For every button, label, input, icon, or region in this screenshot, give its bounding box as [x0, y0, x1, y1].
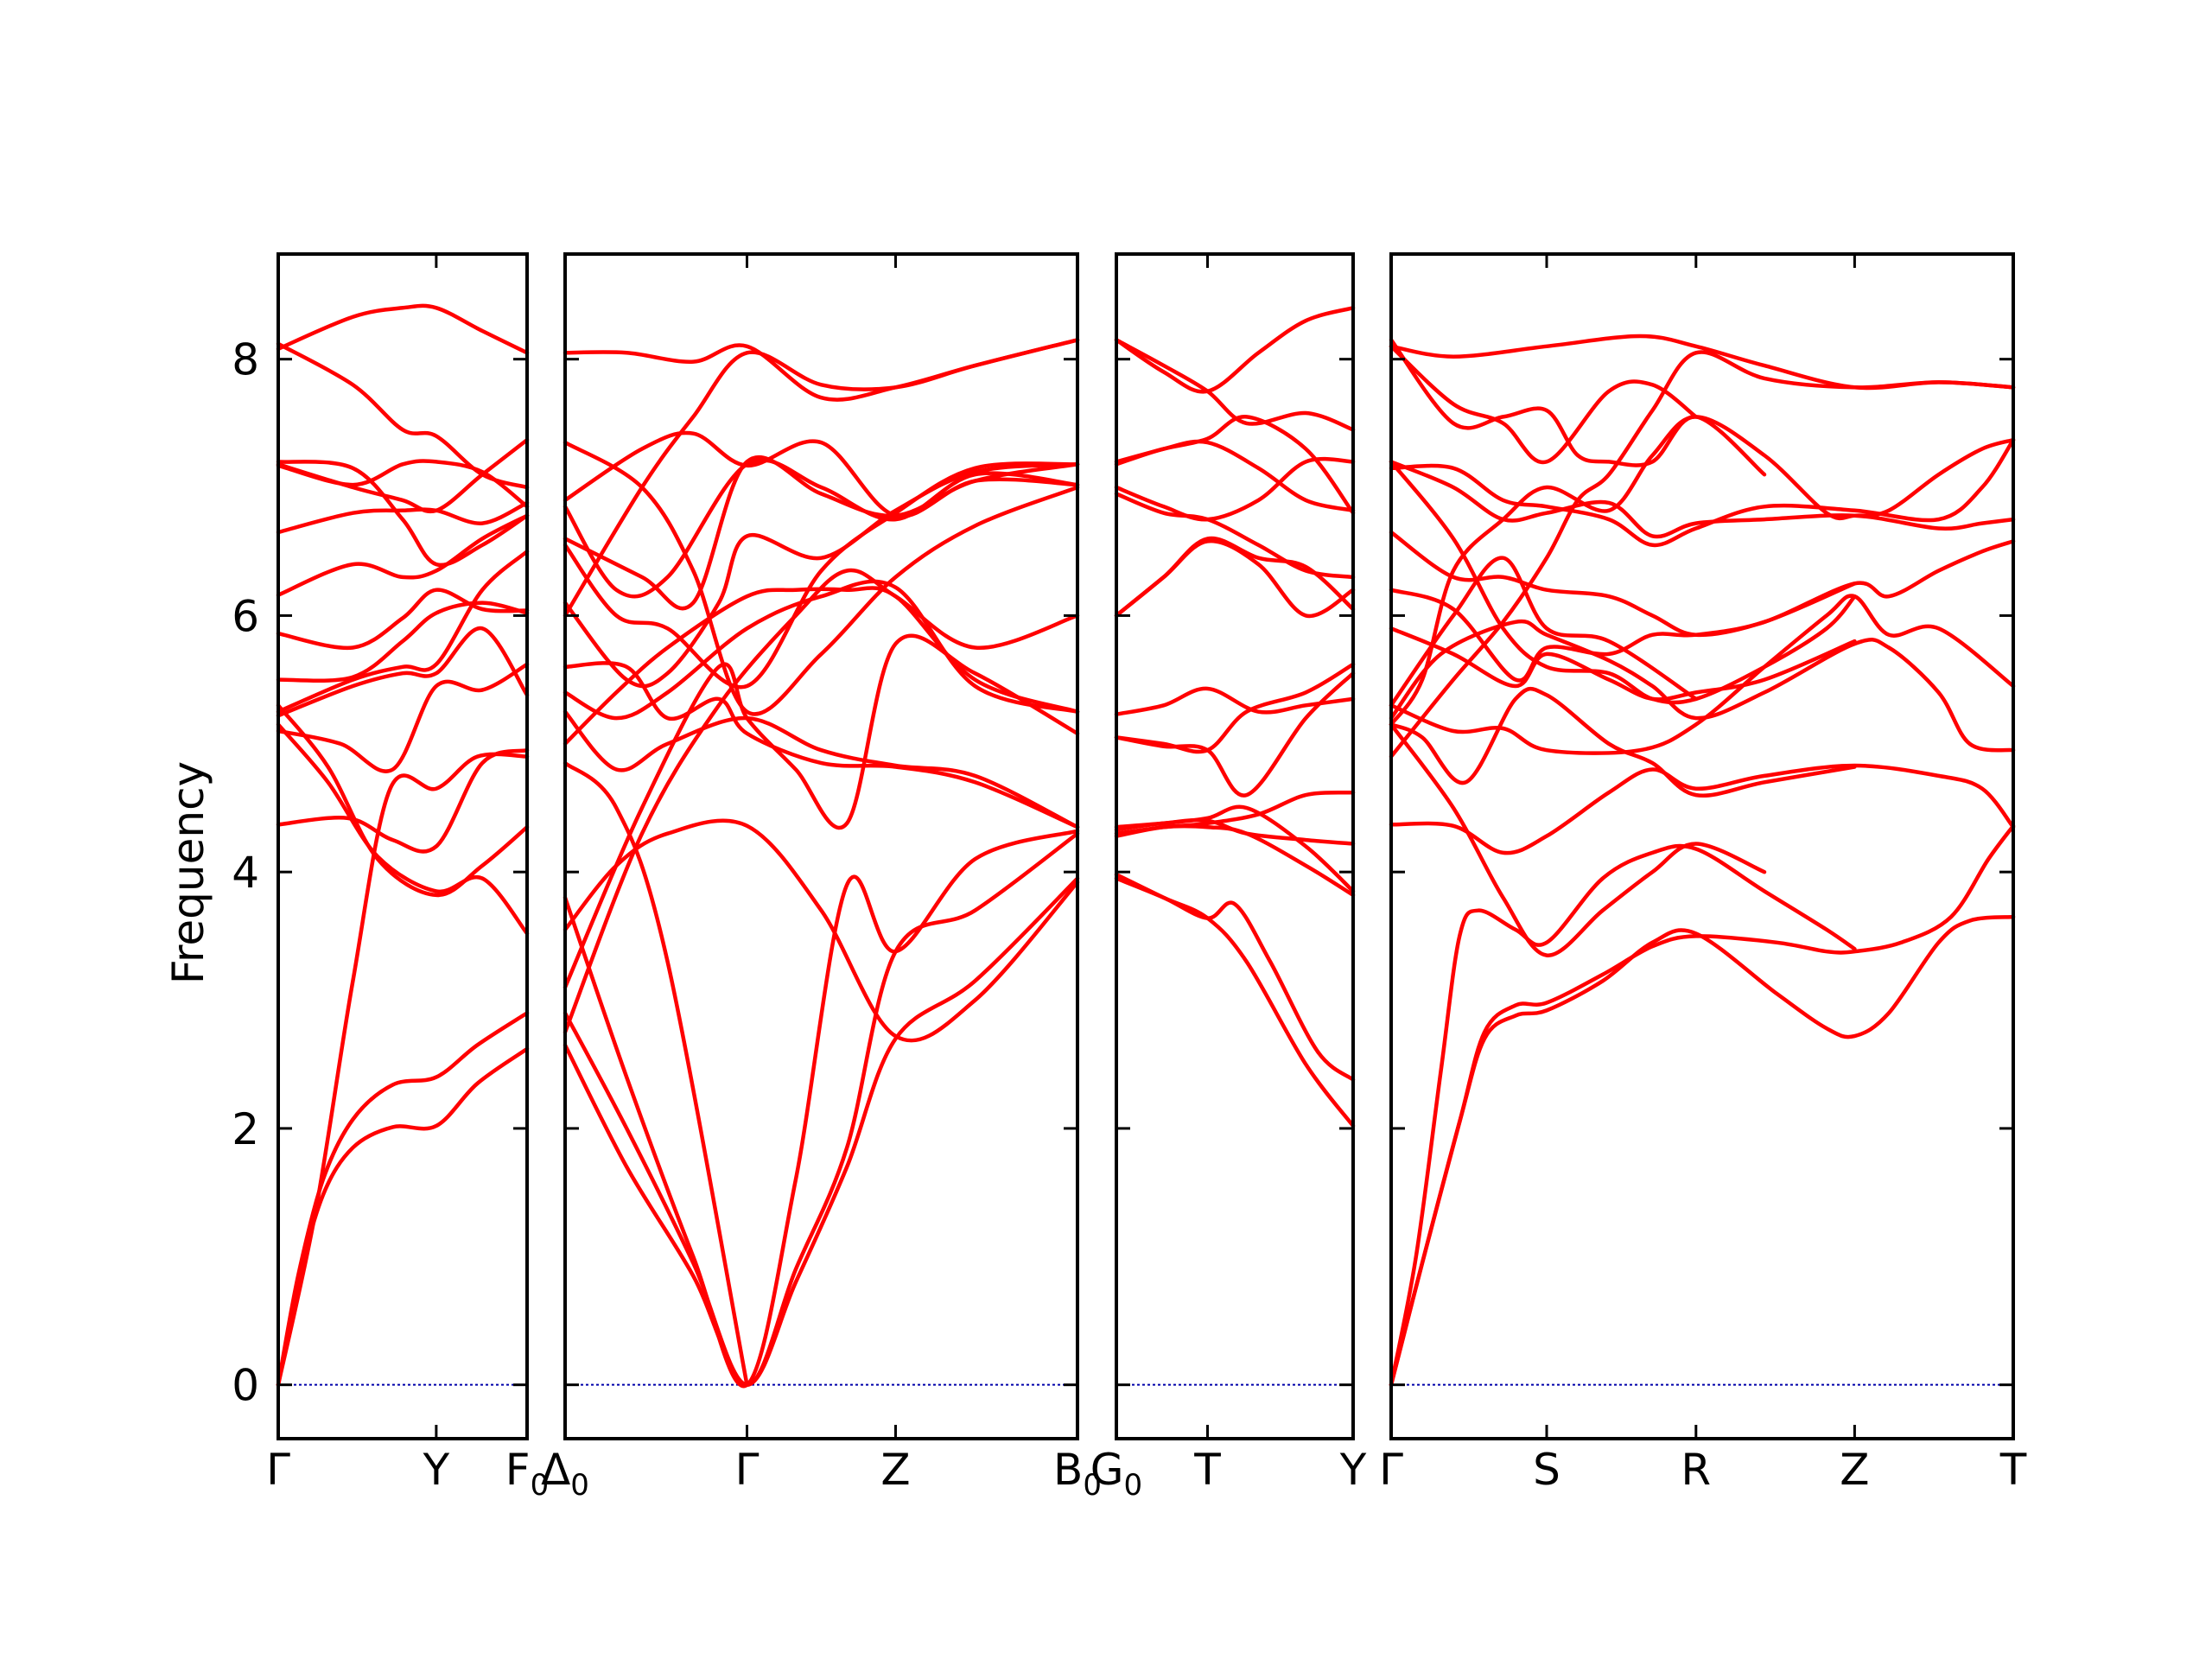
band-line [276, 513, 530, 597]
band-line [276, 303, 530, 355]
x-tick-label: T [1193, 1445, 1221, 1495]
band-line [563, 586, 1080, 747]
panel-3: G0 T Y [1090, 252, 1367, 1503]
band-line [276, 703, 530, 898]
band-line [1114, 872, 1356, 1128]
x-tick-label: Y [1339, 1445, 1367, 1495]
panel-1: Γ Y F0 0 2 4 6 8 [232, 252, 549, 1503]
band-line [563, 831, 1080, 1387]
band-line [563, 440, 1080, 716]
band-line [563, 829, 1080, 1389]
band-line [1114, 671, 1356, 798]
y-tick-label: 2 [232, 1104, 259, 1154]
band-line [1389, 460, 2016, 539]
band-line [276, 626, 530, 718]
band-line [276, 662, 530, 773]
panel-frame [276, 252, 529, 1440]
band-line [1389, 619, 2016, 753]
band-line [276, 1011, 530, 1387]
band-line [1114, 662, 1356, 754]
band-line [1389, 334, 2016, 391]
band-line [563, 818, 1080, 1043]
x-tick-label: Γ [735, 1445, 760, 1495]
band-line [1114, 538, 1356, 619]
y-tick-label: 6 [232, 591, 259, 641]
y-axis-label: Frequency [163, 761, 213, 984]
band-line [1389, 722, 1767, 957]
band-line [1389, 594, 2016, 755]
band-line [276, 549, 530, 714]
x-tick-label: Z [1840, 1445, 1869, 1495]
band-line [1389, 539, 2016, 683]
band-line [1389, 626, 1857, 702]
band-line [276, 588, 530, 651]
band-line [1114, 876, 1356, 1082]
band-line [1114, 823, 1356, 898]
band-line [276, 752, 530, 1387]
band-line [276, 500, 530, 535]
band-line [563, 633, 1080, 989]
band-line [563, 338, 1080, 402]
band-line [563, 568, 1080, 1034]
band-line [563, 458, 1080, 599]
band-line [563, 579, 1080, 721]
band-line [1389, 460, 1857, 705]
x-tick-label: Γ [1379, 1445, 1403, 1495]
y-tick-label: 4 [232, 848, 259, 898]
panel-frame [1115, 252, 1355, 1440]
x-tick-label: Δ0 [541, 1445, 589, 1503]
x-tick-label: R [1681, 1445, 1711, 1495]
y-tick-label: 0 [232, 1361, 259, 1411]
panel-2: Δ0 Γ Z B0 [541, 252, 1102, 1503]
band-line [276, 459, 530, 509]
band-line [563, 462, 1080, 689]
band-line [276, 601, 530, 683]
y-tick-label: 8 [232, 335, 259, 385]
panel-frame [563, 252, 1079, 1440]
x-tick-label: B0 [1053, 1445, 1102, 1503]
band-line [1114, 338, 1356, 432]
band-line [1389, 344, 1699, 465]
band-line [1389, 763, 2016, 855]
band-line [1114, 306, 1356, 394]
band-line [1389, 686, 1857, 798]
x-tick-label: Y [423, 1445, 450, 1495]
band-line [563, 760, 749, 1387]
band-line [276, 747, 530, 854]
band-line [563, 454, 1080, 611]
x-tick-label: Z [880, 1445, 910, 1495]
x-tick-label: G0 [1090, 1445, 1142, 1503]
band-line [276, 460, 530, 568]
band-line [563, 461, 1080, 690]
band-line [1114, 456, 1356, 522]
panel-frame [1389, 252, 2015, 1440]
band-line [1114, 686, 1356, 716]
x-tick-label: Γ [266, 1445, 290, 1495]
band-line [1389, 437, 2016, 548]
band-line [1389, 338, 1767, 477]
band-line [1389, 556, 1699, 708]
band-line [276, 341, 530, 490]
x-tick-label: F0 [505, 1445, 549, 1503]
band-line [276, 722, 530, 936]
x-tick-label: S [1533, 1445, 1560, 1495]
band-line [1389, 914, 2016, 1387]
band-line [563, 876, 1080, 1387]
band-line [1114, 492, 1356, 580]
band-line [1389, 530, 1857, 638]
band-line [1114, 415, 1356, 515]
band-line [563, 709, 1080, 830]
band-line [1114, 817, 1356, 846]
band-line [1389, 823, 2016, 1387]
x-tick-label: T [1999, 1445, 2027, 1495]
band-line [1114, 790, 1356, 836]
